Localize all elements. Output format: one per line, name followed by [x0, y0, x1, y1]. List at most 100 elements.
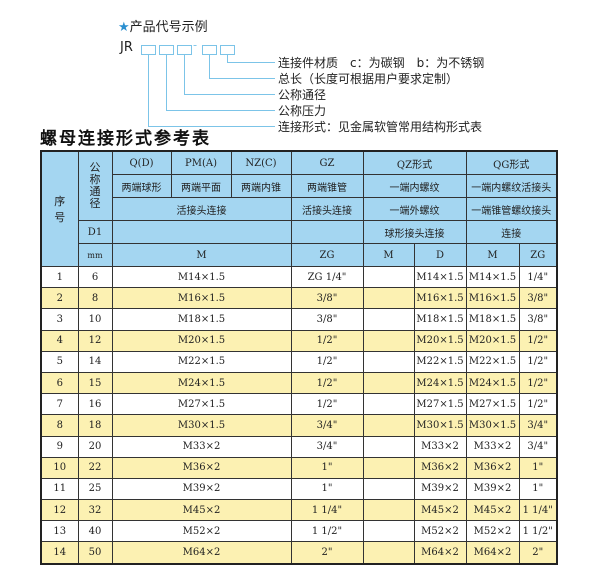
header-type-pm: PM(A) — [170, 150, 232, 175]
table-row: 4 12 M20×1.5 1/2" M20×1.5 M20×1.5 1/2" — [40, 329, 558, 352]
cell-qzd: M64×2 — [413, 541, 467, 565]
cell-qzd: M16×1.5 — [413, 287, 467, 310]
table-body: 1 6 M14×1.5 ZG 1/4" M14×1.5 M14×1.5 1/4" 2 8 M16×… — [40, 265, 558, 565]
cell-qgzg: 1/2" — [518, 329, 558, 352]
header-empty — [290, 220, 364, 244]
cell-qgm: M30×1.5 — [465, 414, 520, 437]
code-box — [220, 45, 235, 55]
cell-qgzg: 1/2" — [518, 350, 558, 373]
leader-line — [166, 110, 275, 111]
header-conn: 活接头连接 — [111, 197, 292, 221]
cell-n: 14 — [40, 541, 79, 565]
leader-line — [148, 55, 149, 126]
header-dn: 公称通径 — [77, 150, 113, 221]
cell-dn: 12 — [77, 329, 113, 352]
code-box — [177, 45, 192, 55]
leader-line — [184, 94, 275, 95]
cell-qgzg: 1/2" — [518, 371, 558, 395]
header-unit: ZG — [290, 243, 364, 267]
cell-m: M16×1.5 — [111, 287, 292, 310]
cell-n: 6 — [40, 371, 79, 395]
header-desc: 两端内锥 — [230, 174, 292, 198]
header-desc: 两端球形 — [111, 174, 172, 198]
cell-dn: 18 — [77, 414, 113, 437]
cell-qzd: M18×1.5 — [413, 308, 467, 331]
cell-dn: 6 — [77, 265, 113, 289]
code-box — [159, 45, 174, 55]
cell-qzd: M27×1.5 — [413, 393, 467, 416]
cell-n: 5 — [40, 350, 79, 373]
nut-connection-table: 序号 公称通径 Q(D) PM(A) NZ(C) GZ QZ形式 QG形式 两端… — [40, 150, 558, 565]
cell-m: M27×1.5 — [111, 393, 292, 416]
legend-label-material: 连接件材质 c：为碳钢 b：为不锈钢 — [278, 56, 485, 70]
cell-dn: 32 — [77, 499, 113, 522]
header-unit: ZG — [518, 243, 558, 267]
cell-zg: 1" — [290, 477, 364, 501]
cell-zg: 1/2" — [290, 371, 364, 395]
cell-empty — [362, 350, 415, 373]
cell-m: M45×2 — [111, 499, 292, 522]
cell-empty — [362, 477, 415, 501]
header-unit: M — [465, 243, 520, 267]
header-desc: 一端内螺纹活接头 — [465, 174, 558, 198]
cell-empty — [362, 265, 415, 289]
cell-dn: 16 — [77, 393, 113, 416]
cell-empty — [362, 287, 415, 310]
cell-m: M14×1.5 — [111, 265, 292, 289]
star-icon: ★ — [118, 20, 130, 35]
cell-zg: 1/2" — [290, 329, 364, 352]
cell-empty — [362, 435, 415, 458]
cell-m: M24×1.5 — [111, 371, 292, 395]
cell-zg: 1 1/4" — [290, 499, 364, 522]
cell-m: M22×1.5 — [111, 350, 292, 373]
leader-line — [166, 55, 167, 110]
cell-qzd: M20×1.5 — [413, 329, 467, 352]
cell-qgm: M45×2 — [465, 499, 520, 522]
cell-empty — [362, 414, 415, 437]
cell-empty — [362, 520, 415, 543]
header-unit: D — [413, 243, 467, 267]
cell-dn: 25 — [77, 477, 113, 501]
cell-dn: 22 — [77, 456, 113, 479]
cell-qgm: M33×2 — [465, 435, 520, 458]
cell-qgm: M14×1.5 — [465, 265, 520, 289]
table-row: 2 8 M16×1.5 3/8" M16×1.5 M16×1.5 3/8" — [40, 287, 558, 310]
cell-qgm: M52×2 — [465, 520, 520, 543]
header-qg2: 一端锥管螺纹接头 — [465, 197, 558, 221]
cell-qgzg: 3/4" — [518, 414, 558, 437]
leader-line — [184, 55, 185, 94]
cell-empty — [362, 308, 415, 331]
table-row: 9 20 M33×2 3/4" M33×2 M33×2 3/4" — [40, 435, 558, 458]
cell-m: M52×2 — [111, 520, 292, 543]
cell-zg: 1 1/2" — [290, 520, 364, 543]
legend-label-pressure: 公称压力 — [278, 104, 327, 118]
cell-zg: ZG 1/4" — [290, 265, 364, 289]
legend-title: ★产品代号示例 — [118, 16, 208, 35]
cell-empty — [362, 393, 415, 416]
cell-qgm: M64×2 — [465, 541, 520, 565]
legend-label-diameter: 公称通径 — [278, 88, 327, 102]
header-qz3: 球形接头连接 — [362, 220, 467, 244]
table-row: 8 18 M30×1.5 3/4" M30×1.5 M30×1.5 3/4" — [40, 414, 558, 437]
header-empty — [111, 220, 292, 244]
code-box — [202, 45, 217, 55]
code-prefix: JR — [120, 40, 133, 55]
table-row: 1 6 M14×1.5 ZG 1/4" M14×1.5 M14×1.5 1/4" — [40, 265, 558, 289]
cell-qgzg: 1" — [518, 477, 558, 501]
cell-m: M20×1.5 — [111, 329, 292, 352]
cell-n: 11 — [40, 477, 79, 501]
cell-dn: 20 — [77, 435, 113, 458]
cell-qgzg: 1 1/4" — [518, 499, 558, 522]
cell-qgm: M22×1.5 — [465, 350, 520, 373]
cell-qgm: M36×2 — [465, 456, 520, 479]
cell-qzd: M22×1.5 — [413, 350, 467, 373]
cell-dn: 8 — [77, 287, 113, 310]
cell-m: M64×2 — [111, 541, 292, 565]
cell-dn: 40 — [77, 520, 113, 543]
cell-qgzg: 1 1/2" — [518, 520, 558, 543]
cell-m: M33×2 — [111, 435, 292, 458]
cell-empty — [362, 371, 415, 395]
cell-qzd: M39×2 — [413, 477, 467, 501]
leader-line — [227, 62, 275, 63]
header-qg3: 连接 — [465, 220, 558, 244]
